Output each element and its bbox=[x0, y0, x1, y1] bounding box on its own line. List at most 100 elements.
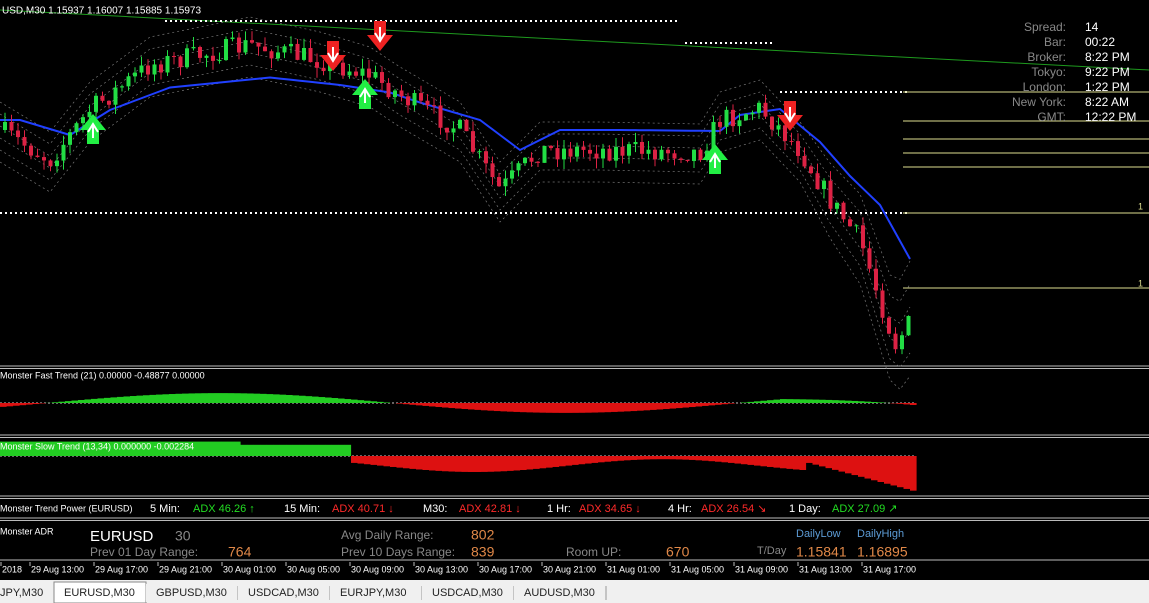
histogram-bar bbox=[864, 456, 872, 479]
histogram-bar bbox=[676, 456, 683, 460]
histogram-bar bbox=[565, 456, 573, 466]
tab-label: JPY,M30 bbox=[0, 587, 43, 599]
histogram-bar bbox=[227, 393, 235, 403]
candle-body bbox=[653, 149, 657, 160]
time-label: 31 Aug 13:00 bbox=[799, 564, 852, 574]
histogram-bar bbox=[273, 444, 280, 456]
histogram-bar bbox=[19, 441, 27, 456]
histogram-bar bbox=[214, 393, 222, 403]
adr-high-value: 1.16895 bbox=[857, 544, 908, 560]
tab[interactable]: EURJPY,M30 bbox=[330, 584, 423, 602]
histogram-bar bbox=[331, 444, 339, 456]
histogram-bar bbox=[65, 401, 72, 403]
histogram-bar bbox=[819, 399, 826, 403]
candle-body bbox=[711, 121, 716, 151]
tab[interactable]: AUDUSD,M30 bbox=[514, 584, 607, 602]
histogram-bar bbox=[39, 441, 46, 456]
histogram-bar bbox=[650, 456, 657, 460]
histogram-bar bbox=[793, 399, 800, 403]
candle-body bbox=[87, 111, 92, 118]
histogram-bar bbox=[156, 441, 163, 456]
tab[interactable]: EURUSD,M30 bbox=[53, 581, 147, 603]
histogram-bar bbox=[812, 399, 820, 403]
histogram-bar bbox=[507, 403, 514, 412]
histogram-bar bbox=[546, 403, 553, 413]
tab[interactable]: USDCAD,M30 bbox=[422, 584, 515, 602]
candle-body bbox=[633, 142, 638, 145]
histogram-bar bbox=[689, 403, 696, 408]
histogram-bar bbox=[799, 399, 807, 403]
tab[interactable]: USDCAD,M30 bbox=[238, 584, 331, 602]
histogram-bar bbox=[312, 396, 319, 403]
envelope-band bbox=[0, 76, 911, 390]
histogram-bar bbox=[481, 403, 488, 411]
candle-body bbox=[360, 68, 365, 76]
histogram-bar bbox=[130, 396, 137, 403]
histogram-bar bbox=[195, 393, 202, 403]
histogram-bar bbox=[845, 400, 852, 403]
candle-body bbox=[425, 100, 430, 106]
candle-body bbox=[607, 148, 612, 161]
candle-body bbox=[9, 122, 14, 131]
histogram-bar bbox=[845, 456, 852, 474]
histogram-bar bbox=[169, 394, 176, 403]
candle-body bbox=[146, 65, 150, 75]
candle-body bbox=[126, 76, 131, 87]
adr-tday-label: T/Day bbox=[757, 545, 787, 557]
histogram-bar bbox=[182, 441, 189, 456]
candle-body bbox=[848, 219, 852, 227]
histogram-bar bbox=[565, 403, 573, 413]
candle-body bbox=[191, 47, 196, 49]
candle-body bbox=[484, 151, 488, 164]
info-value: 9:22 PM bbox=[1085, 65, 1130, 79]
histogram-bar bbox=[26, 441, 33, 456]
histogram-bar bbox=[312, 444, 319, 456]
adr-avg-value: 802 bbox=[471, 527, 495, 543]
histogram-bar bbox=[825, 399, 833, 403]
histogram-bar bbox=[741, 456, 748, 465]
histogram-bar bbox=[637, 403, 644, 411]
candle-body bbox=[744, 114, 748, 121]
candle-body bbox=[321, 67, 326, 72]
info-label: London: bbox=[1023, 80, 1066, 94]
adr-prev10-value: 839 bbox=[471, 544, 495, 560]
candle-body bbox=[35, 155, 40, 158]
candle-body bbox=[614, 146, 618, 161]
candle-body bbox=[48, 160, 53, 167]
info-value: 12:22 PM bbox=[1085, 110, 1136, 124]
histogram-bar bbox=[227, 441, 235, 456]
candle-body bbox=[497, 177, 501, 187]
histogram-bar bbox=[305, 396, 313, 403]
candle-body bbox=[120, 86, 124, 88]
histogram-bar bbox=[468, 403, 475, 410]
histogram-bar bbox=[890, 456, 898, 486]
histogram-bar bbox=[708, 403, 716, 406]
candle-body bbox=[406, 96, 410, 106]
tab[interactable]: GBPUSD,M30 bbox=[146, 584, 239, 602]
candle-body bbox=[536, 161, 540, 163]
histogram-bar bbox=[786, 399, 794, 403]
histogram-bar bbox=[351, 399, 358, 403]
candle-body bbox=[601, 148, 605, 159]
histogram-bar bbox=[526, 403, 534, 413]
candle-body bbox=[315, 62, 319, 68]
candle-body bbox=[237, 37, 241, 53]
histogram-bar bbox=[58, 441, 66, 456]
histogram-bar bbox=[500, 456, 508, 472]
candle-body bbox=[347, 71, 352, 76]
tab[interactable]: JPY,M30 bbox=[0, 584, 55, 602]
candle-body bbox=[620, 146, 625, 156]
histogram-bar bbox=[832, 456, 839, 470]
histogram-bar bbox=[292, 444, 300, 456]
histogram-bar bbox=[13, 403, 20, 406]
candle-body bbox=[685, 159, 690, 162]
histogram-bar bbox=[897, 456, 904, 488]
adx-value: ADX 42.81 ↓ bbox=[459, 503, 521, 515]
histogram-bar bbox=[78, 441, 85, 456]
histogram-bar bbox=[175, 441, 183, 456]
histogram-bar bbox=[247, 444, 254, 456]
histogram-bar bbox=[747, 401, 755, 403]
histogram-bar bbox=[903, 456, 911, 489]
histogram-bar bbox=[383, 402, 391, 403]
histogram-bar bbox=[221, 393, 228, 403]
